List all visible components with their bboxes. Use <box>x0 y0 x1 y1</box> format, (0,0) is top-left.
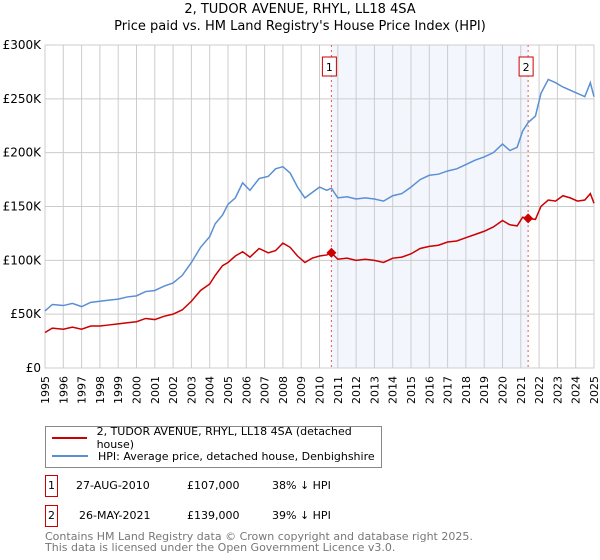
x-tick-label: 2008 <box>277 376 290 404</box>
x-tick-label: 2022 <box>533 376 546 404</box>
transaction-price: £139,000 <box>187 509 240 522</box>
sale-point <box>523 213 534 224</box>
x-tick-label: 2021 <box>515 376 528 404</box>
y-tick-label: £250K <box>3 92 43 106</box>
legend-swatch-blue <box>52 455 88 457</box>
y-tick-label: £0 <box>26 361 41 375</box>
legend-item-property: 2, TUDOR AVENUE, RHYL, LL18 4SA (detache… <box>52 425 381 451</box>
x-tick-label: 2025 <box>588 376 600 404</box>
x-tick-label: 2012 <box>350 376 363 404</box>
x-tick-label: 2005 <box>222 376 235 404</box>
x-tick-label: 2023 <box>551 376 564 404</box>
sale-point <box>326 247 337 258</box>
y-tick-label: £150K <box>3 200 43 214</box>
price-paid-line <box>44 192 595 334</box>
transaction-date: 26-MAY-2021 <box>79 509 151 522</box>
y-tick-label: £50K <box>10 307 42 321</box>
x-tick-label: 2000 <box>131 376 144 404</box>
x-tick-label: 1998 <box>94 376 107 404</box>
x-tick-label: 2017 <box>442 376 455 404</box>
plot-frame <box>44 44 595 369</box>
transaction-hpi: 39% ↓ HPI <box>272 509 331 522</box>
sale-badge-label: 2 <box>523 61 530 74</box>
x-tick-label: 2011 <box>332 376 345 404</box>
transaction-row: 1 27-AUG-2010 £107,000 38% ↓ HPI <box>45 475 545 497</box>
legend-swatch-red <box>52 437 87 439</box>
x-tick-label: 2009 <box>295 376 308 404</box>
chart-title: 2, TUDOR AVENUE, RHYL, LL18 4SA <box>184 2 416 17</box>
x-tick-label: 2002 <box>167 376 180 404</box>
footer: Contains HM Land Registry data © Crown c… <box>45 531 473 553</box>
x-tick-label: 2010 <box>314 376 327 404</box>
x-tick-label: 1999 <box>112 376 125 404</box>
y-tick-label: £200K <box>3 146 43 160</box>
footer-line: This data is licensed under the Open Gov… <box>45 541 396 554</box>
x-tick-label: 2020 <box>497 376 510 404</box>
y-tick-label: £300K <box>3 38 43 52</box>
x-tick-label: 2019 <box>478 376 491 404</box>
sale-badge-label: 1 <box>326 61 333 74</box>
x-tick-label: 1995 <box>39 376 52 404</box>
legend-label: HPI: Average price, detached house, Denb… <box>98 449 375 463</box>
x-tick-label: 2016 <box>423 376 436 404</box>
transaction-badge: 1 <box>45 475 58 497</box>
transaction-price: £107,000 <box>187 479 240 492</box>
x-tick-label: 1996 <box>57 376 70 404</box>
price-chart: 1995 1996 1997 1998 1999 2000 2001 2002 2003 2004… <box>3 38 600 404</box>
legend-label: 2, TUDOR AVENUE, RHYL, LL18 4SA (detache… <box>96 425 352 451</box>
x-tick-label: 2013 <box>368 376 381 404</box>
x-tick-label: 2015 <box>405 376 418 404</box>
x-tick-label: 2024 <box>570 376 583 404</box>
x-tick-label: 2007 <box>259 376 272 404</box>
hpi-line <box>44 78 595 312</box>
sale-badge <box>518 56 534 77</box>
transaction-row: 2 26-MAY-2021 £139,000 39% ↓ HPI <box>45 505 545 527</box>
sale-badge <box>321 56 337 77</box>
x-tick-label: 2001 <box>149 376 162 404</box>
legend: 2, TUDOR AVENUE, RHYL, LL18 4SA (detache… <box>45 425 382 468</box>
transaction-hpi: 38% ↓ HPI <box>272 479 331 492</box>
chart-subtitle: Price paid vs. HM Land Registry's House … <box>114 19 486 34</box>
transaction-date: 27-AUG-2010 <box>76 479 150 492</box>
x-tick-label: 2006 <box>240 376 253 404</box>
x-tick-label: 1997 <box>76 376 89 404</box>
x-tick-label: 2018 <box>460 376 473 404</box>
footer-line: Contains HM Land Registry data © Crown c… <box>45 530 473 543</box>
x-tick-label: 2004 <box>204 376 217 404</box>
x-tick-label: 2003 <box>185 376 198 404</box>
legend-item-hpi: HPI: Average price, detached house, Denb… <box>52 448 375 464</box>
y-tick-label: £100K <box>3 253 43 267</box>
transaction-badge: 2 <box>45 505 58 527</box>
x-tick-label: 2014 <box>387 376 400 404</box>
